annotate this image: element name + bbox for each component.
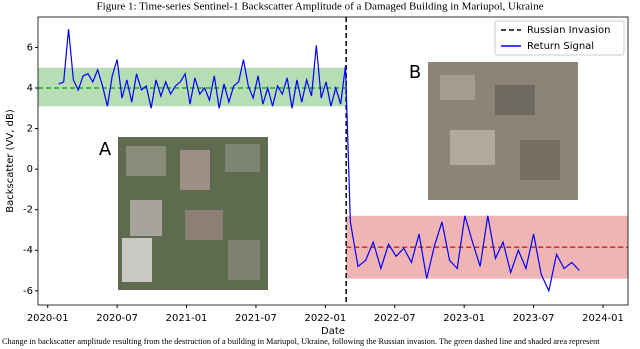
plot-frame bbox=[37, 16, 629, 306]
chart-title: Figure 1: Time-series Sentinel-1 Backsca… bbox=[97, 1, 544, 13]
rubble bbox=[520, 140, 560, 180]
x-tick-label: 2021-07 bbox=[235, 313, 277, 324]
rubble bbox=[450, 130, 495, 165]
legend-label: Russian Invasion bbox=[527, 25, 610, 36]
y-tick-label: 4 bbox=[27, 83, 33, 94]
x-tick-label: 2022-01 bbox=[304, 313, 346, 324]
y-tick-label: 6 bbox=[27, 42, 33, 53]
x-tick-label: 2020-01 bbox=[27, 313, 69, 324]
roof bbox=[185, 210, 223, 240]
x-tick-label: 2021-01 bbox=[166, 313, 208, 324]
caption: Change in backscatter amplitude resultin… bbox=[2, 337, 600, 346]
legend-label: Return Signal bbox=[527, 41, 594, 52]
x-tick-label: 2023-01 bbox=[443, 313, 485, 324]
image-label: A bbox=[99, 139, 112, 160]
x-tick-label: 2020-07 bbox=[96, 313, 138, 324]
rubble bbox=[440, 75, 475, 100]
roof bbox=[228, 240, 260, 280]
roof bbox=[122, 238, 152, 282]
roof bbox=[130, 200, 162, 236]
rubble bbox=[495, 85, 535, 115]
image-label: B bbox=[409, 62, 421, 83]
roof bbox=[126, 146, 166, 176]
y-tick-label: -4 bbox=[23, 245, 33, 256]
x-axis-label: Date bbox=[321, 326, 345, 337]
y-tick-label: -6 bbox=[23, 286, 33, 297]
y-axis-label: Backscatter (VV, dB) bbox=[5, 109, 16, 213]
x-tick-label: 2022-07 bbox=[374, 313, 416, 324]
image-a bbox=[118, 137, 268, 290]
legend-box bbox=[494, 20, 625, 56]
y-tick-label: 0 bbox=[27, 164, 33, 175]
image-b bbox=[428, 62, 578, 200]
roof bbox=[180, 150, 210, 190]
roof bbox=[225, 144, 260, 172]
reference-band bbox=[38, 67, 347, 107]
y-tick-label: -2 bbox=[23, 205, 33, 216]
series-line bbox=[58, 29, 580, 293]
x-tick-label: 2024-01 bbox=[582, 313, 624, 324]
y-tick-label: 2 bbox=[27, 124, 33, 135]
x-tick-label: 2023-07 bbox=[513, 313, 555, 324]
plot-layer: -6 -4 -2 0 2 4 6 2020-01 2020-07 2021-01 2021-07 20… bbox=[23, 17, 628, 324]
